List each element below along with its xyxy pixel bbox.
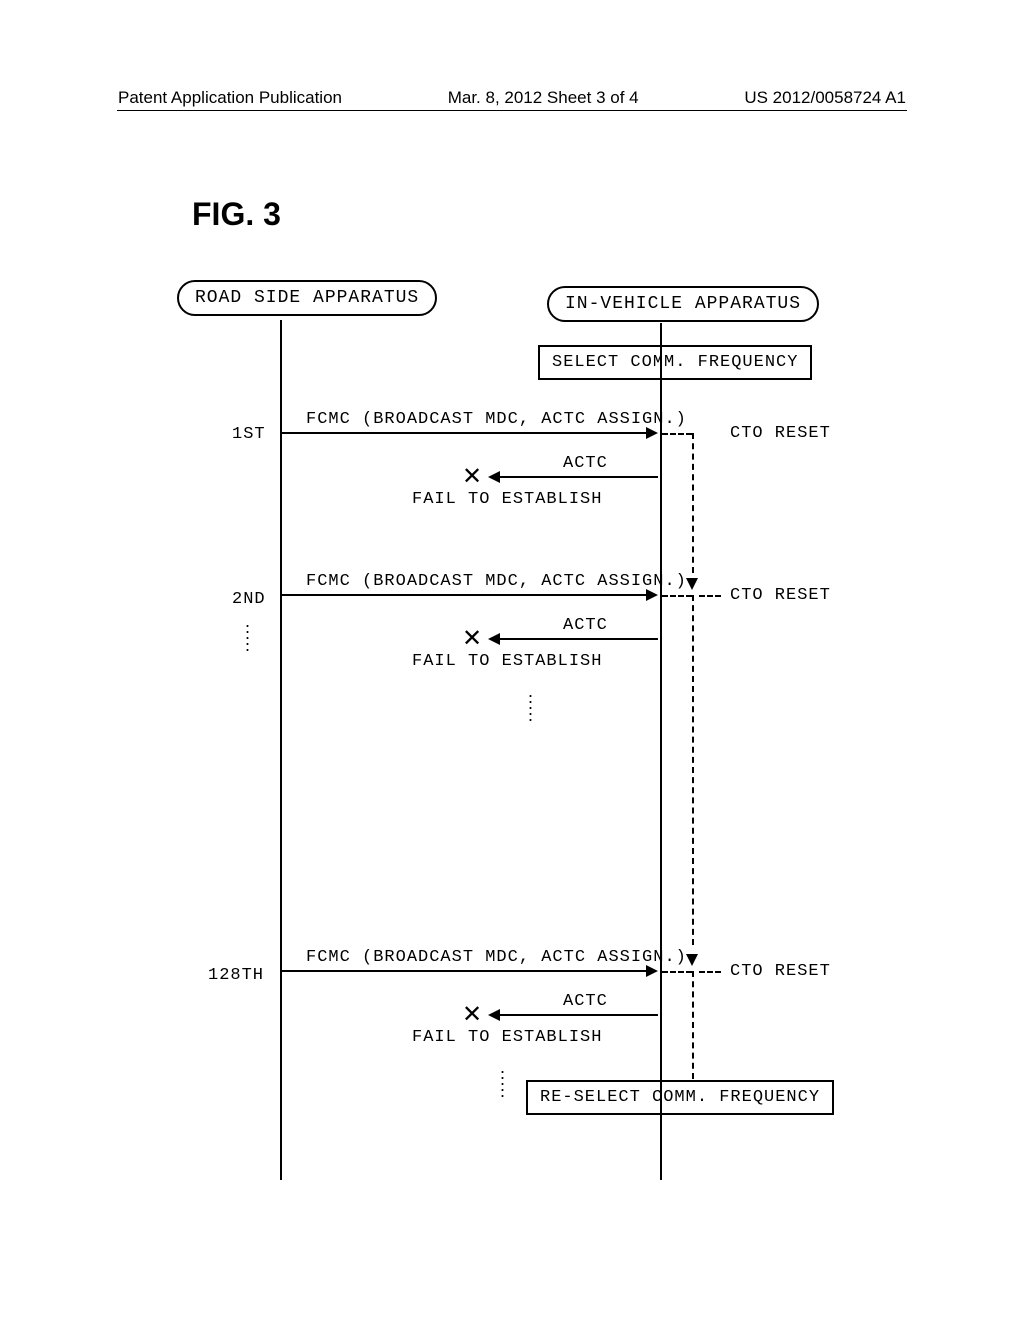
iteration-1st-label: 1ST — [232, 425, 266, 444]
header-center: Mar. 8, 2012 Sheet 3 of 4 — [448, 88, 639, 108]
iteration-128th-label: 128TH — [208, 966, 264, 985]
cto-dashed-h-2 — [662, 595, 692, 597]
vdots-mid-2: ..... — [500, 1064, 505, 1094]
lifeline-invehicle — [660, 323, 662, 1180]
cto-arrowhead-2 — [686, 954, 698, 966]
fcmc-arrowhead-128 — [646, 965, 658, 977]
actc-arrowhead-2 — [488, 633, 500, 645]
participant-invehicle: IN-VEHICLE APPARATUS — [547, 286, 819, 322]
lifeline-roadside — [280, 320, 282, 1180]
actc-arrow-2 — [500, 638, 658, 640]
fcmc-arrow-2 — [282, 594, 648, 596]
actc-msg-128: ACTC — [563, 992, 608, 1011]
actc-arrowhead-1 — [488, 471, 500, 483]
fcmc-arrow-1 — [282, 432, 648, 434]
header-left: Patent Application Publication — [118, 88, 342, 108]
cto-dashed-v-1 — [692, 433, 694, 573]
fcmc-arrowhead-2 — [646, 589, 658, 601]
header-divider — [117, 110, 907, 111]
fail-msg-128: FAIL TO ESTABLISH — [412, 1028, 602, 1047]
fail-msg-2: FAIL TO ESTABLISH — [412, 652, 602, 671]
fail-cross-128: ✕ — [462, 1000, 482, 1029]
cto-reset-1: CTO RESET — [730, 424, 831, 443]
cto-reset-2: CTO RESET — [730, 586, 831, 605]
cto-dashed-h-128b — [699, 971, 721, 973]
fcmc-msg-128: FCMC (BROADCAST MDC, ACTC ASSIGN.) — [306, 948, 687, 967]
participant-roadside: ROAD SIDE APPARATUS — [177, 280, 437, 316]
fail-cross-1: ✕ — [462, 462, 482, 491]
actc-arrowhead-128 — [488, 1009, 500, 1021]
cto-dashed-v-3 — [692, 971, 694, 1079]
fail-cross-2: ✕ — [462, 624, 482, 653]
actc-arrow-1 — [500, 476, 658, 478]
vdots-mid-1: ..... — [528, 688, 533, 718]
actc-arrow-128 — [500, 1014, 658, 1016]
page-header: Patent Application Publication Mar. 8, 2… — [0, 88, 1024, 108]
vdots-left: ..... — [245, 618, 250, 648]
header-right: US 2012/0058724 A1 — [744, 88, 906, 108]
cto-dashed-h-2b — [699, 595, 721, 597]
actc-msg-2: ACTC — [563, 616, 608, 635]
fcmc-arrow-128 — [282, 970, 648, 972]
select-frequency-box: SELECT COMM. FREQUENCY — [538, 345, 812, 380]
cto-dashed-h-1 — [662, 433, 692, 435]
cto-reset-128: CTO RESET — [730, 962, 831, 981]
cto-dashed-v-2 — [692, 595, 694, 945]
cto-arrowhead-1 — [686, 578, 698, 590]
reselect-frequency-box: RE-SELECT COMM. FREQUENCY — [526, 1080, 834, 1115]
fcmc-arrowhead-1 — [646, 427, 658, 439]
cto-dashed-h-128 — [662, 971, 692, 973]
fcmc-msg-2: FCMC (BROADCAST MDC, ACTC ASSIGN.) — [306, 572, 687, 591]
fail-msg-1: FAIL TO ESTABLISH — [412, 490, 602, 509]
fcmc-msg-1: FCMC (BROADCAST MDC, ACTC ASSIGN.) — [306, 410, 687, 429]
actc-msg-1: ACTC — [563, 454, 608, 473]
iteration-2nd-label: 2ND — [232, 590, 266, 609]
figure-label: FIG. 3 — [192, 196, 281, 233]
